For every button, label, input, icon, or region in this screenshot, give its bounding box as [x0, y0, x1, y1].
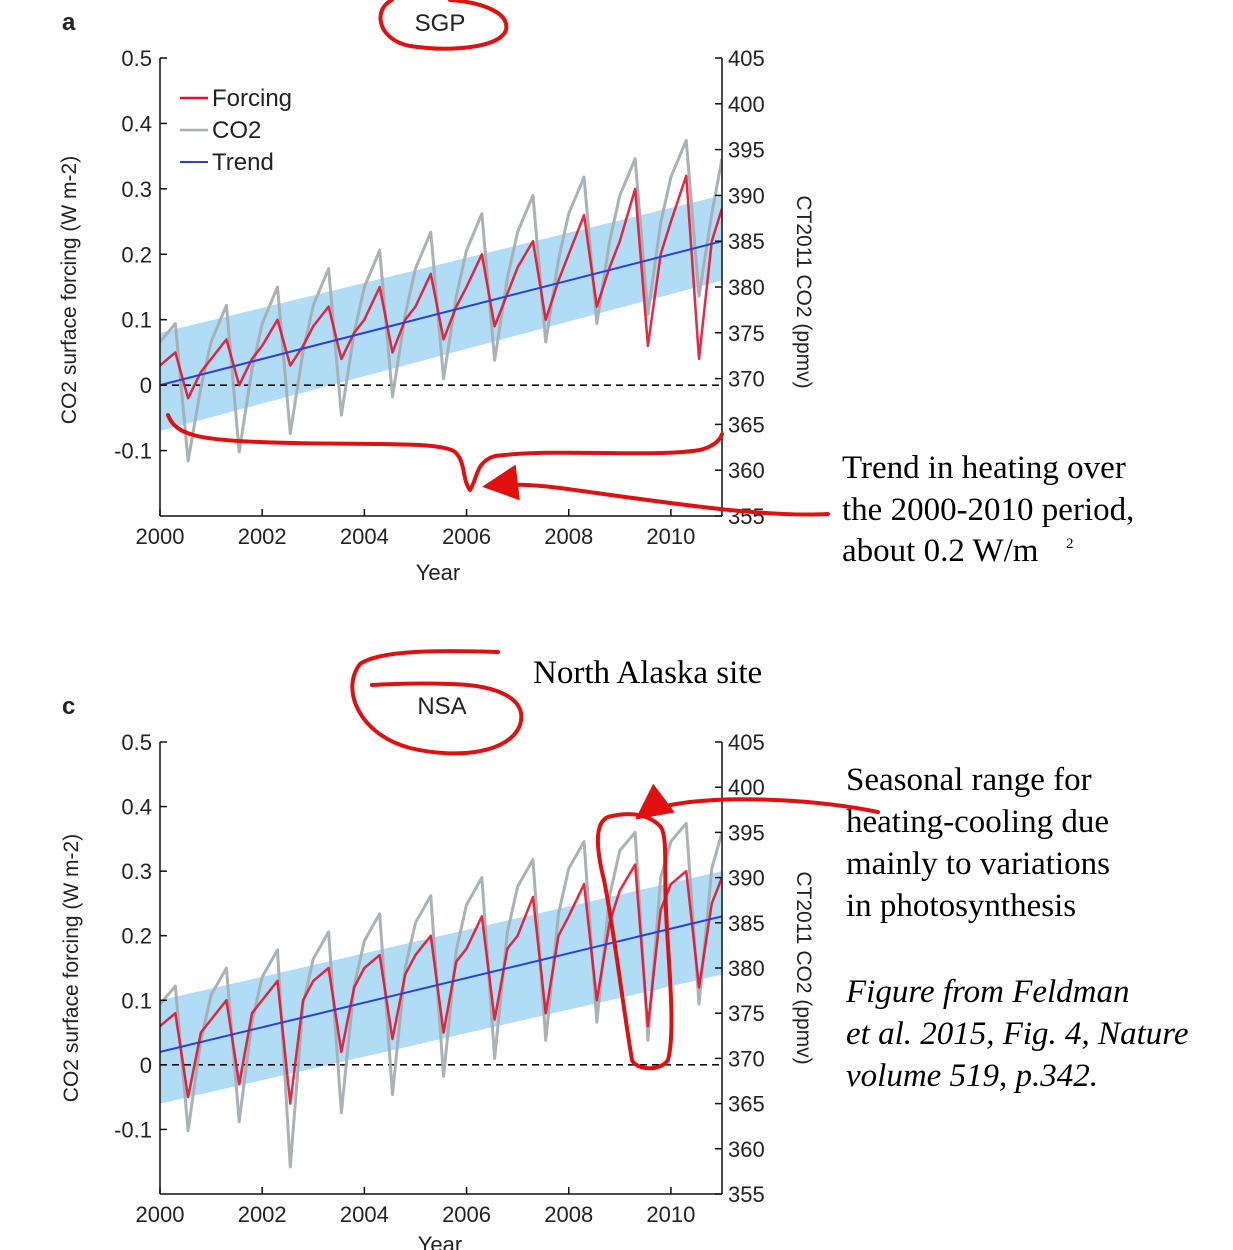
panel-c-y2-axis-label: CT2011 CO2 (ppmv) — [792, 871, 815, 1064]
panel-a-y-tick-label: 0 — [140, 373, 152, 398]
panel-c-y-tick-label: -0.1 — [114, 1117, 152, 1142]
panel-c-y2-tick-label: 385 — [728, 911, 765, 936]
trend-note-line-2: the 2000-2010 period, — [842, 492, 1134, 528]
panel-c-y2-tick-label: 355 — [728, 1182, 765, 1207]
panel-c-x-axis-label: Year — [418, 1232, 462, 1250]
panel-a-legend: Forcing CO2 Trend — [180, 85, 292, 176]
seasonal-note: Seasonal range for heating-cooling due m… — [846, 762, 1110, 924]
panel-a-y-tick-label: 0.2 — [121, 242, 152, 267]
panel-a-y-tick-label: 0.1 — [121, 308, 152, 333]
seasonal-note-line-3: mainly to variations — [846, 846, 1110, 882]
panel-a-y2-tick-label: 360 — [728, 458, 765, 483]
panel-a-y-tick-label: 0.5 — [121, 46, 152, 71]
panel-c-y2-tick-label: 390 — [728, 866, 765, 891]
legend-co2-label: CO2 — [212, 117, 261, 144]
panel-a-sgp: a SGP 2000 2002 2004 2006 2008 2010 0.5 0.4 0.3 0… — [58, 9, 815, 585]
panel-c-title: NSA — [417, 693, 466, 720]
panel-c-y-tick-label: 0 — [140, 1053, 152, 1078]
panel-a-forcing-series-line — [160, 174, 722, 400]
panel-a-y2-tick-label: 385 — [728, 229, 765, 254]
panel-a-y2-tick-label: 380 — [728, 275, 765, 300]
panel-c-trend-line — [160, 915, 722, 1053]
panel-a-letter: a — [62, 9, 76, 36]
panel-a-y2-tick-label: 370 — [728, 367, 765, 392]
panel-c-y-tick-label: 0.1 — [121, 988, 152, 1013]
source-note-line-3: volume 519, p.342. — [846, 1058, 1098, 1094]
panel-c-x-tick-label: 2002 — [238, 1202, 287, 1227]
panel-a-trend-line — [160, 240, 722, 387]
seasonal-note-line-1: Seasonal range for — [846, 762, 1092, 798]
trend-note: Trend in heating over the 2000-2010 peri… — [842, 450, 1134, 569]
panel-c-x-tick-label: 2008 — [544, 1202, 593, 1227]
panel-a-y-tick-label: -0.1 — [114, 439, 152, 464]
panel-c-plot-area — [160, 821, 722, 1169]
panel-c-y-axis-label: CO2 surface forcing (W m-2) — [60, 834, 83, 1102]
panel-a-y2-tick-label: 405 — [728, 46, 765, 71]
seasonal-range-loop-mark — [595, 812, 674, 1071]
panel-c-y2-tick-label: 405 — [728, 730, 765, 755]
panel-a-x-axis-label: Year — [416, 560, 460, 585]
panel-c-y2-tick-label: 370 — [728, 1046, 765, 1071]
seasonal-note-line-2: heating-cooling due — [846, 804, 1109, 840]
panel-c-nsa: c NSA 2000 2002 2004 2006 2008 2010 0.5 0.4 0.3 0… — [60, 693, 815, 1250]
panel-c-y-tick-label: 0.5 — [121, 730, 152, 755]
panel-c-y2-tick-label: 365 — [728, 1092, 765, 1117]
sgp-circle-mark — [378, 0, 509, 51]
nsa-circle-mark — [350, 649, 524, 756]
seasonal-arrow — [635, 783, 880, 820]
panel-a-y2-tick-label: 390 — [728, 183, 765, 208]
panel-a-title: SGP — [415, 10, 466, 37]
panel-a-y2-tick-label: 395 — [728, 138, 765, 163]
panel-c-axes: 2000 2002 2004 2006 2008 2010 0.5 0.4 0.3 0.2 0.1 0… — [114, 730, 765, 1227]
panel-a-x-tick-label: 2000 — [136, 524, 185, 549]
panel-a-y2-tick-label: 375 — [728, 321, 765, 346]
trend-brace-mark — [166, 413, 724, 492]
panel-c-y-tick-label: 0.3 — [121, 859, 152, 884]
panel-c-y2-tick-label: 375 — [728, 1001, 765, 1026]
panel-c-x-tick-label: 2006 — [442, 1202, 491, 1227]
source-note-line-1: Figure from Feldman — [845, 974, 1130, 1010]
seasonal-note-line-4: in photosynthesis — [846, 888, 1076, 924]
trend-note-line-3: about 0.2 W/m — [842, 533, 1039, 569]
legend-forcing-label: Forcing — [212, 85, 292, 112]
panel-c-forcing-series-line — [160, 863, 722, 1105]
panel-c-x-tick-label: 2004 — [340, 1202, 389, 1227]
north-alaska-label: North Alaska site — [533, 655, 762, 691]
panel-a-axes: 2000 2002 2004 2006 2008 2010 0.5 0.4 0.3 0.2 0.1 0… — [114, 46, 765, 549]
panel-a-plot-area — [160, 138, 722, 463]
panel-c-y2-tick-label: 400 — [728, 775, 765, 800]
panel-c-y2-tick-label: 395 — [728, 820, 765, 845]
panel-c-x-tick-label: 2000 — [136, 1202, 185, 1227]
panel-a-y2-axis-label: CT2011 CO2 (ppmv) — [792, 195, 815, 388]
panel-c-y2-tick-label: 360 — [728, 1137, 765, 1162]
trend-note-superscript: 2 — [1066, 536, 1074, 552]
panel-a-x-tick-label: 2004 — [340, 524, 389, 549]
source-note: Figure from Feldman et al. 2015, Fig. 4,… — [845, 974, 1189, 1094]
trend-arrow — [482, 464, 830, 517]
panel-a-y-tick-label: 0.4 — [121, 111, 152, 136]
source-note-line-2: et al. 2015, Fig. 4, Nature — [846, 1016, 1189, 1052]
panel-a-y2-tick-label: 365 — [728, 412, 765, 437]
panel-c-x-tick-label: 2010 — [646, 1202, 695, 1227]
panel-c-y2-tick-label: 380 — [728, 956, 765, 981]
panel-c-y-tick-label: 0.2 — [121, 924, 152, 949]
panel-a-y-axis-label: CO2 surface forcing (W m-2) — [58, 156, 81, 424]
legend-trend-label: Trend — [212, 149, 274, 176]
panel-a-y2-tick-label: 355 — [728, 504, 765, 529]
panel-a-y2-tick-label: 400 — [728, 92, 765, 117]
panel-a-y-tick-label: 0.3 — [121, 177, 152, 202]
panel-a-x-tick-label: 2006 — [442, 524, 491, 549]
panel-a-x-tick-label: 2002 — [238, 524, 287, 549]
panel-a-x-tick-label: 2008 — [544, 524, 593, 549]
panel-a-x-tick-label: 2010 — [646, 524, 695, 549]
panel-c-letter: c — [62, 693, 75, 720]
trend-note-line-1: Trend in heating over — [842, 450, 1126, 486]
panel-c-y-tick-label: 0.4 — [121, 795, 152, 820]
annotation-marks — [166, 0, 880, 1071]
